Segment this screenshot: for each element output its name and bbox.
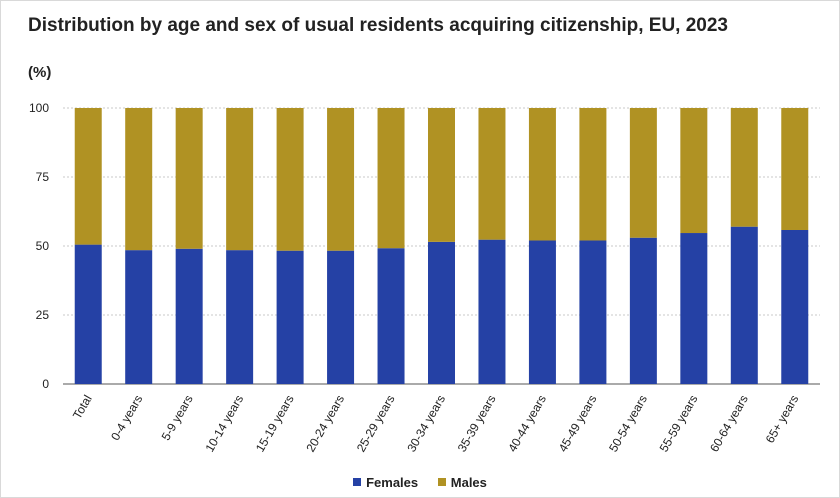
x-tick-label-0: Total [70,393,95,422]
x-tick-label-9: 40-44 years [505,393,549,455]
bar-females-0 [74,244,102,384]
bar-females-11 [629,237,657,384]
bar-females-6 [377,248,405,384]
x-tick-label-11: 50-54 years [606,393,650,455]
bar-males-3 [226,108,254,251]
bar-females-7 [428,241,455,384]
bar-males-1 [125,108,153,251]
bar-females-3 [226,250,254,384]
y-tick-label-0: 0 [42,377,49,391]
bar-females-4 [276,250,304,384]
bar-females-13 [730,226,758,384]
y-tick-label-50: 50 [36,239,50,253]
x-tick-label-6: 25-29 years [354,393,398,455]
bar-males-6 [377,108,405,249]
bar-males-9 [528,108,556,241]
bar-males-10 [579,108,607,241]
bar-females-8 [478,239,506,384]
bar-males-2 [175,108,203,249]
x-tick-label-3: 10-14 years [202,393,246,455]
legend-item-males: Males [437,474,487,490]
x-tick-label-10: 45-49 years [556,393,600,455]
bar-males-8 [478,108,506,240]
bar-males-11 [629,108,657,238]
x-tick-label-8: 35-39 years [455,393,499,455]
y-tick-label-100: 100 [29,101,49,115]
x-tick-label-5: 20-24 years [303,393,347,455]
bar-males-14 [781,108,809,230]
y-tick-label-25: 25 [36,308,50,322]
x-tick-label-2: 5-9 years [159,393,196,443]
y-tick-labels: 0 25 50 75 100 [29,101,49,391]
legend-swatch-males [437,478,446,486]
legend: Females Males [0,474,840,490]
x-tick-labels: Total 0-4 years 5-9 years 10-14 years 15-19 … [70,393,801,455]
bar-females-5 [327,250,355,384]
bar-females-9 [528,240,556,384]
x-tick-label-13: 60-64 years [707,393,751,455]
bar-males-13 [730,108,758,227]
bar-males-5 [327,108,355,251]
chart-title: Distribution by age and sex of usual res… [28,15,729,36]
bar-females-10 [579,240,607,384]
x-tick-label-14: 65+ years [763,393,802,446]
x-tick-label-7: 30-34 years [404,393,448,455]
y-tick-label-75: 75 [36,170,50,184]
bar-females-2 [175,248,203,384]
legend-label-males: Males [450,474,487,490]
y-axis-unit: (%) [28,64,52,81]
bar-males-7 [428,108,455,242]
x-tick-label-4: 15-19 years [253,393,297,455]
bar-females-12 [680,233,708,384]
x-tick-label-1: 0-4 years [108,393,145,443]
legend-label-females: Females [366,474,419,490]
x-tick-label-12: 55-59 years [657,393,701,455]
bar-females-1 [125,250,153,384]
bar-males-0 [74,108,102,245]
bars [74,108,809,384]
bar-males-12 [680,108,708,234]
bar-females-14 [781,229,809,384]
bar-males-4 [276,108,304,251]
legend-swatch-females [353,478,362,486]
legend-item-females: Females [353,475,418,490]
